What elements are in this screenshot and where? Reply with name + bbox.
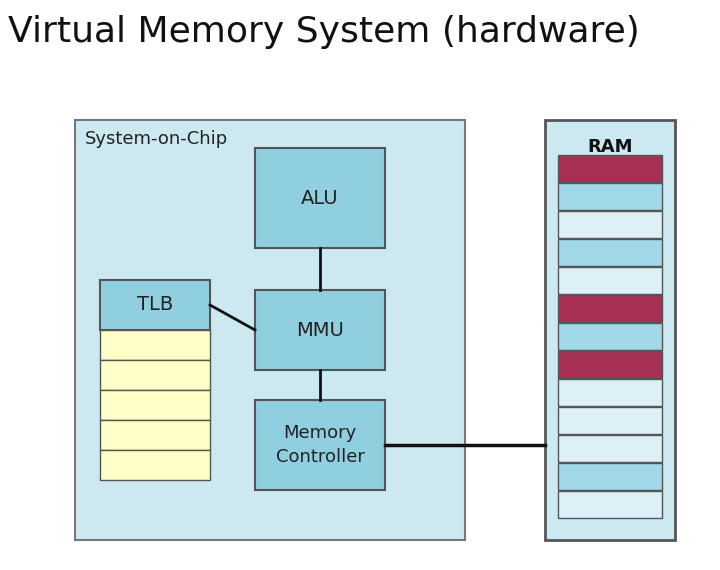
Bar	[100, 420, 210, 450]
Text: RAM: RAM	[588, 138, 633, 156]
Bar	[255, 290, 385, 370]
Text: ALU: ALU	[301, 189, 339, 207]
Bar	[545, 120, 675, 540]
Bar	[558, 239, 662, 266]
Bar	[100, 390, 210, 420]
Text: TLB: TLB	[137, 295, 173, 315]
Bar	[558, 463, 662, 490]
Bar	[558, 267, 662, 294]
Bar	[558, 407, 662, 434]
Bar	[558, 323, 662, 350]
Text: MMU: MMU	[296, 320, 344, 340]
Text: Memory
Controller: Memory Controller	[276, 424, 364, 466]
Bar	[100, 360, 210, 390]
Bar	[558, 155, 662, 182]
Bar	[558, 435, 662, 462]
Bar	[100, 450, 210, 480]
Text: System-on-Chip: System-on-Chip	[85, 130, 228, 148]
Bar	[255, 400, 385, 490]
Bar	[255, 148, 385, 248]
Bar	[558, 183, 662, 210]
Bar	[558, 351, 662, 378]
Bar	[75, 120, 465, 540]
Bar	[558, 379, 662, 406]
Bar	[100, 330, 210, 360]
Bar	[558, 491, 662, 518]
Bar	[100, 280, 210, 330]
Text: Virtual Memory System (hardware): Virtual Memory System (hardware)	[8, 15, 640, 49]
Bar	[558, 211, 662, 238]
Bar	[558, 295, 662, 322]
